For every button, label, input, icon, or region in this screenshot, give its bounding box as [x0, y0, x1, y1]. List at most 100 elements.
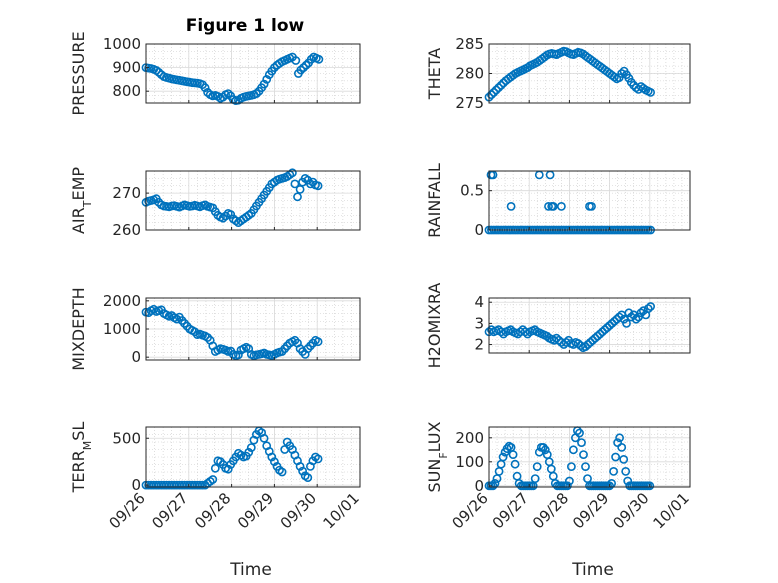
- data-point: [198, 480, 207, 490]
- axes-frame: [488, 426, 691, 488]
- y-axis-label: TERRMSL: [69, 422, 94, 494]
- data-point: [569, 445, 578, 455]
- data-point: [303, 473, 313, 482]
- data-point: [295, 461, 305, 471]
- y-axis-label: SUNFLUX: [425, 421, 450, 492]
- data-point: [506, 201, 516, 211]
- data-point: [195, 480, 205, 490]
- subplot-3: 260 270 AIRTEMP: [69, 167, 361, 239]
- axes-frame: [488, 297, 691, 354]
- y-tick-label: 2: [474, 336, 484, 354]
- data-point: [221, 211, 230, 221]
- y-tick-label: 275: [455, 94, 484, 112]
- data-point: [548, 201, 558, 211]
- data-point: [489, 88, 499, 97]
- y-axis-label: H2OMIXRA: [425, 283, 444, 369]
- data-point: [587, 201, 596, 211]
- data-point: [557, 201, 566, 211]
- data-point: [593, 331, 602, 341]
- y-tick-label: 4: [474, 293, 484, 311]
- y-tick-label: 900: [112, 59, 141, 77]
- data-point: [287, 168, 297, 178]
- y-tick-label: 0: [474, 477, 484, 495]
- data-point: [269, 63, 279, 72]
- data-point: [614, 312, 624, 322]
- y-tick-label: 270: [112, 184, 141, 202]
- data-point: [301, 60, 311, 70]
- y-axis-label: MIXDEPTH: [69, 287, 88, 370]
- y-tick-label: 800: [112, 82, 141, 100]
- data-point: [486, 90, 496, 100]
- y-axis-label: AIRTEMP: [69, 167, 94, 234]
- data-point: [208, 475, 218, 484]
- data-point: [563, 481, 572, 491]
- data-point: [579, 450, 588, 459]
- data-point: [502, 444, 512, 453]
- figure-title: Figure 1 low: [186, 16, 305, 36]
- data-point: [269, 457, 279, 467]
- data-point: [267, 452, 277, 462]
- data-point: [259, 79, 269, 89]
- data-point: [296, 65, 306, 75]
- data-point: [295, 184, 305, 194]
- data-point: [200, 83, 210, 93]
- data-point: [244, 447, 254, 457]
- y-tick-label: 1000: [103, 35, 141, 53]
- data-point: [595, 329, 605, 339]
- y-axis-label: THETA: [425, 48, 444, 100]
- subplot-4: 0 0.5 RAINFALL: [425, 163, 691, 239]
- data-point: [233, 350, 243, 360]
- data-point: [538, 442, 548, 452]
- data-point: [609, 466, 618, 476]
- data-point: [643, 304, 653, 313]
- axes-frame: [145, 426, 361, 488]
- y-tick-label: 0.5: [460, 182, 484, 200]
- data-point: [154, 67, 164, 77]
- data-point: [646, 302, 655, 311]
- y-tick-label: 200: [455, 429, 484, 447]
- subplot-2: 275 280 285 THETA: [425, 35, 691, 112]
- data-point: [615, 433, 624, 443]
- data-point: [491, 85, 501, 95]
- data-point: [246, 443, 256, 452]
- axes-frame: [145, 43, 361, 104]
- y-tick-label: 280: [455, 65, 484, 83]
- data-point: [293, 192, 302, 202]
- y-axis-label: PRESSURE: [69, 31, 88, 115]
- y-tick-label: 285: [455, 35, 484, 53]
- data-point: [631, 314, 641, 324]
- data-point: [645, 481, 655, 491]
- data-point: [313, 454, 323, 464]
- data-series: [141, 426, 323, 490]
- y-tick-label: 260: [112, 221, 141, 239]
- plot-area: [146, 171, 360, 230]
- data-point: [530, 474, 540, 483]
- data-point: [223, 464, 233, 474]
- axes-frame: [488, 170, 691, 231]
- data-point: [496, 80, 506, 90]
- data-point: [575, 428, 584, 438]
- data-point: [290, 179, 300, 189]
- y-tick-label: 2000: [103, 292, 141, 310]
- data-point: [619, 454, 629, 464]
- subplot-5: 0 1000 2000 MIXDEPTH: [69, 287, 361, 371]
- data-point: [508, 450, 518, 459]
- data-point: [298, 466, 307, 476]
- data-series: [141, 168, 323, 227]
- axes-frame: [145, 170, 361, 231]
- data-point: [510, 459, 520, 469]
- data-point: [259, 433, 269, 443]
- data-point: [610, 316, 619, 326]
- data-point: [314, 54, 324, 64]
- data-point: [291, 56, 301, 65]
- data-point: [262, 75, 272, 84]
- data-point: [544, 201, 553, 211]
- data-series: [484, 302, 655, 353]
- data-point: [494, 83, 503, 93]
- data-series: [484, 46, 655, 102]
- data-point: [277, 467, 287, 477]
- data-point: [577, 438, 586, 447]
- data-point: [646, 88, 655, 97]
- x-axis-label-right: Time: [571, 560, 614, 580]
- data-point: [210, 463, 220, 473]
